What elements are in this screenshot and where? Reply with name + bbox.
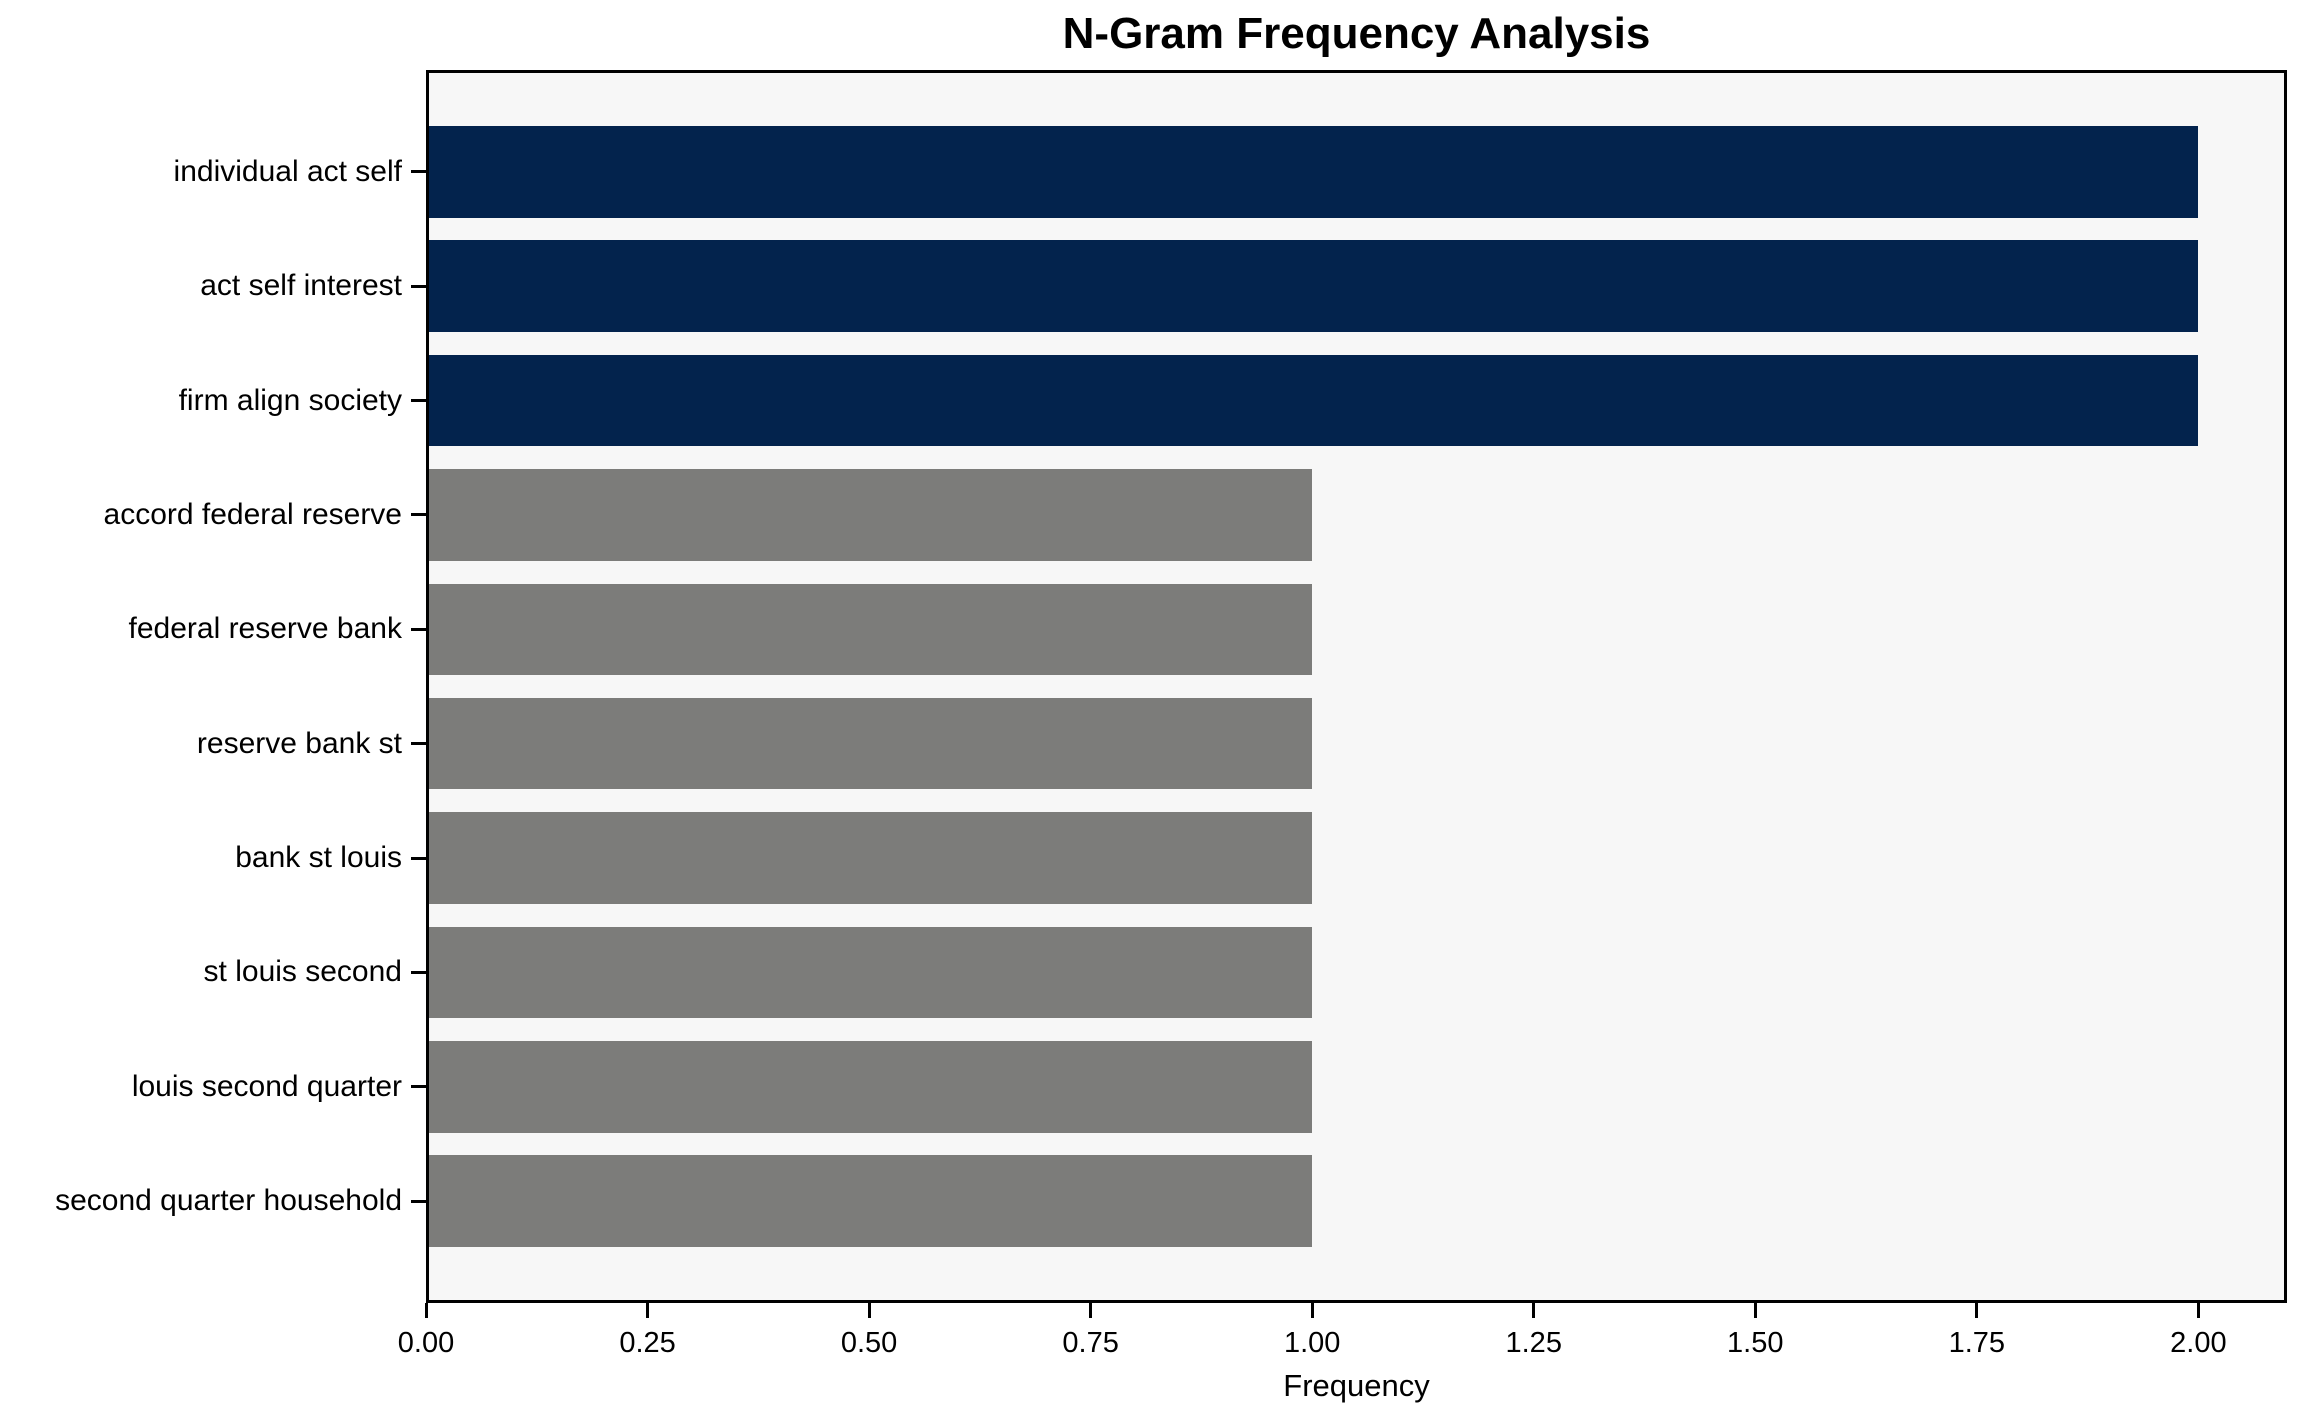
y-tick-label-individual-act-self: individual act self xyxy=(173,154,402,188)
y-tick-label-firm-align-society: firm align society xyxy=(178,383,402,417)
x-tick-label-4: 1.00 xyxy=(1283,1327,1341,1359)
bar-federal-reserve-bank xyxy=(429,583,1313,676)
y-tick-label-act-self-interest: act self interest xyxy=(200,269,402,303)
x-tick-mark-8 xyxy=(2196,1303,2200,1318)
x-tick-mark-4 xyxy=(1310,1303,1314,1318)
bar-reserve-bank-st xyxy=(429,697,1313,790)
y-tick-mark-1 xyxy=(411,284,426,288)
y-tick-label-federal-reserve-bank: federal reserve bank xyxy=(128,612,403,646)
y-tick-mark-6 xyxy=(411,856,426,860)
bar-louis-second-quarter xyxy=(429,1041,1313,1133)
bar-firm-align-society xyxy=(429,354,2199,447)
y-tick-label-reserve-bank-st: reserve bank st xyxy=(196,726,402,760)
y-tick-label-accord-federal-reserve: accord federal reserve xyxy=(103,497,402,531)
x-tick-label-1: 0.25 xyxy=(619,1327,676,1359)
chart-title: N-Gram Frequency Analysis xyxy=(1062,9,1651,58)
bar-accord-federal-reserve xyxy=(429,469,1313,561)
x-tick-mark-1 xyxy=(646,1303,650,1318)
x-tick-label-2: 0.50 xyxy=(840,1327,898,1359)
x-tick-label-0: 0.00 xyxy=(397,1327,455,1359)
y-tick-label-second-quarter-household: second quarter household xyxy=(55,1184,402,1218)
x-tick-label-5: 1.25 xyxy=(1505,1327,1562,1359)
x-tick-mark-6 xyxy=(1753,1303,1757,1318)
y-tick-mark-0 xyxy=(411,170,426,174)
y-tick-label-st-louis-second: st louis second xyxy=(203,955,402,989)
x-tick-label-3: 0.75 xyxy=(1062,1327,1119,1359)
bar-act-self-interest xyxy=(429,240,2199,332)
x-tick-mark-2 xyxy=(867,1303,871,1318)
x-tick-label-8: 2.00 xyxy=(2170,1327,2227,1359)
bar-second-quarter-household xyxy=(429,1155,1313,1247)
y-tick-mark-8 xyxy=(411,1085,426,1089)
x-tick-label-6: 1.50 xyxy=(1727,1327,1784,1359)
y-tick-mark-9 xyxy=(411,1199,426,1203)
y-tick-label-louis-second-quarter: louis second quarter xyxy=(131,1069,402,1103)
x-tick-mark-0 xyxy=(424,1303,428,1318)
x-tick-label-7: 1.75 xyxy=(1948,1327,2006,1359)
y-tick-mark-3 xyxy=(411,513,426,517)
x-tick-mark-3 xyxy=(1089,1303,1093,1318)
x-tick-mark-7 xyxy=(1975,1303,1979,1318)
bar-st-louis-second xyxy=(429,926,1313,1019)
y-tick-mark-4 xyxy=(411,627,426,631)
y-tick-label-bank-st-louis: bank st louis xyxy=(235,841,402,875)
x-tick-mark-5 xyxy=(1532,1303,1536,1318)
y-tick-mark-7 xyxy=(411,970,426,974)
y-tick-mark-5 xyxy=(411,742,426,746)
bar-individual-act-self xyxy=(429,126,2199,218)
x-axis-label: Frequency xyxy=(1283,1368,1430,1403)
y-tick-mark-2 xyxy=(411,399,426,403)
bar-bank-st-louis xyxy=(429,812,1313,904)
